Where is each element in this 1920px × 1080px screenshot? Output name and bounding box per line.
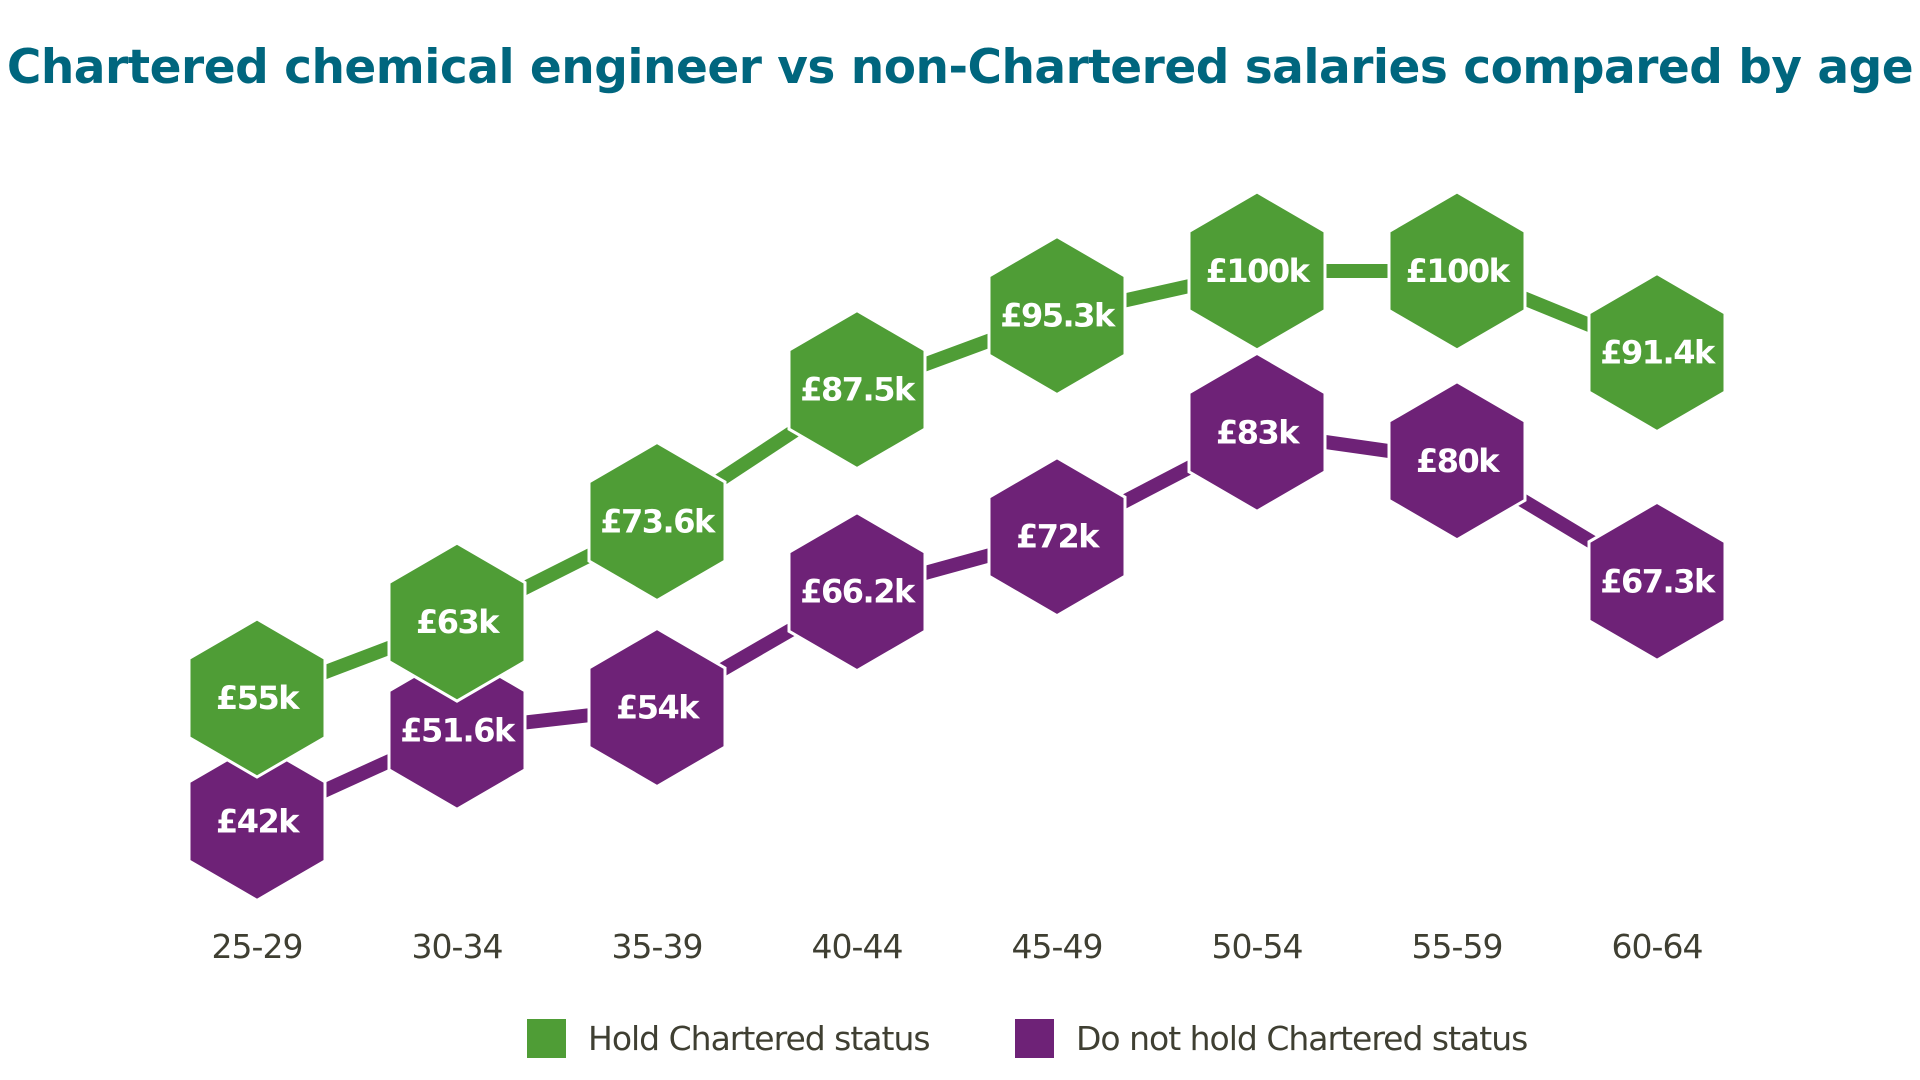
x-axis-tick-labels: 25-29 30-34 35-39 40-44 45-49 50-54 55-59 60-64 — [212, 927, 1704, 966]
legend: Hold Chartered status Do not hold Charte… — [0, 1015, 1920, 1061]
data-point-hexagon: £80k — [1387, 380, 1527, 542]
x-tick-label: 25-29 — [212, 927, 303, 966]
legend-label: Hold Chartered status — [588, 1018, 931, 1058]
hexagon-marker — [987, 455, 1127, 618]
legend-item-not-chartered: Do not hold Chartered status — [1015, 1015, 1528, 1061]
data-label: £87.5k — [800, 371, 916, 409]
legend-swatch-green — [527, 1018, 566, 1058]
data-point-hexagon: £67.3k — [1587, 500, 1727, 663]
data-label: £55k — [216, 679, 300, 717]
data-label: £95.3k — [1000, 297, 1116, 335]
hexagon-marker — [787, 308, 927, 471]
data-label: £73.6k — [600, 502, 716, 540]
data-label: £83k — [1216, 413, 1300, 451]
x-tick-label: 60-64 — [1612, 927, 1703, 966]
data-label: £51.6k — [400, 711, 516, 749]
data-label: £80k — [1416, 442, 1500, 480]
data-point-hexagon: £100k — [1187, 190, 1327, 352]
hexagon-marker — [187, 740, 327, 903]
data-point-hexagon: £51.6k — [387, 649, 527, 812]
hexagon-marker — [987, 234, 1127, 397]
hexagon-marker — [187, 617, 327, 779]
data-label: £72k — [1016, 518, 1100, 556]
hexagon-marker — [1187, 351, 1327, 514]
hexagon-marker — [1387, 190, 1527, 352]
hexagon-marker — [587, 626, 727, 789]
hexagon-marker — [387, 541, 527, 703]
data-point-hexagon: £91.4k — [1587, 271, 1727, 434]
data-label: £42k — [216, 802, 300, 840]
data-label: £100k — [1406, 252, 1511, 290]
data-point-hexagon: £55k — [187, 617, 327, 779]
data-label: £100k — [1206, 252, 1311, 290]
hexagon-marker — [587, 440, 727, 603]
data-point-hexagon: £54k — [587, 626, 727, 789]
x-tick-label: 40-44 — [812, 927, 903, 966]
data-point-hexagon: £42k — [187, 740, 327, 903]
data-point-hexagon: £73.6k — [587, 440, 727, 603]
data-point-hexagon: £100k — [1387, 190, 1527, 352]
hexagon-marker — [787, 510, 927, 673]
hexagon-marker — [1187, 190, 1327, 352]
data-label: £91.4k — [1600, 334, 1716, 372]
hexagon-marker — [1587, 500, 1727, 663]
data-point-hexagon: £72k — [987, 455, 1127, 618]
hexagon-marker — [1587, 271, 1727, 434]
data-point-hexagon: £95.3k — [987, 234, 1127, 397]
data-label: £67.3k — [1600, 562, 1716, 600]
chart-title: Chartered chemical engineer vs non-Chart… — [6, 40, 1914, 95]
x-tick-label: 30-34 — [412, 927, 503, 966]
data-point-hexagon: £63k — [387, 541, 527, 703]
data-point-hexagon: £66.2k — [787, 510, 927, 673]
data-label: £54k — [616, 688, 700, 726]
x-tick-label: 45-49 — [1012, 927, 1103, 966]
x-tick-label: 55-59 — [1412, 927, 1503, 966]
x-tick-label: 50-54 — [1212, 927, 1303, 966]
series-markers: £42k £51.6k £54k £66.2k £72k £83k £80k £67.3k £5… — [187, 190, 1727, 903]
legend-swatch-purple — [1015, 1018, 1054, 1058]
data-point-hexagon: £87.5k — [787, 308, 927, 471]
data-label: £66.2k — [800, 573, 916, 611]
x-tick-label: 35-39 — [612, 927, 703, 966]
legend-label: Do not hold Chartered status — [1076, 1018, 1528, 1058]
hexagon-marker — [387, 649, 527, 812]
data-label: £63k — [416, 603, 500, 641]
data-point-hexagon: £83k — [1187, 351, 1327, 514]
hexagon-marker — [1387, 380, 1527, 542]
legend-item-hold-chartered: Hold Chartered status — [527, 1015, 931, 1061]
